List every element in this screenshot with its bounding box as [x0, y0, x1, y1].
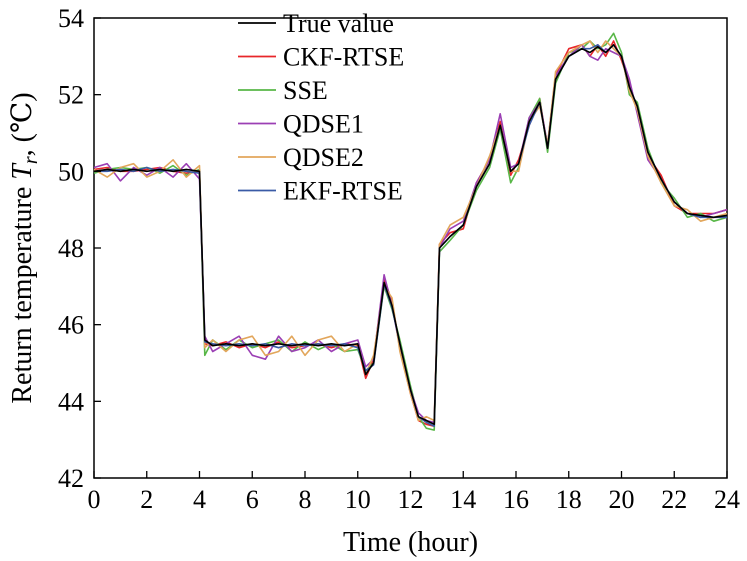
x-tick-label: 6 [246, 485, 259, 514]
x-tick-label: 18 [556, 485, 582, 514]
x-tick-label: 22 [661, 485, 687, 514]
x-tick-label: 0 [88, 485, 101, 514]
legend-label: QDSE1 [283, 110, 364, 139]
series-line-ekf-rtse [94, 43, 727, 428]
plot-frame [93, 17, 728, 479]
legend: True value CKF-RTSE SSE QDSE1 QDSE2 EKF-RTSE [238, 9, 404, 206]
y-tick-label: 46 [58, 311, 84, 340]
legend-label: True value [283, 9, 394, 38]
series-layer [93, 32, 728, 431]
y-axis-title-subscript: r [20, 156, 42, 164]
series-line-true-value [93, 43, 728, 426]
x-tick-label: 16 [503, 485, 529, 514]
y-axis-title: Return temperature Tr, (℃) [7, 92, 42, 403]
y-tick-label: 50 [58, 157, 84, 186]
series-line-qdse2 [93, 40, 728, 422]
y-axis-title-prefix: Return temperature [7, 180, 38, 404]
x-tick-label: 14 [450, 485, 476, 514]
plot-area [93, 17, 728, 479]
y-axis: 42 44 46 48 50 52 54 [58, 4, 101, 493]
x-tick-label: 10 [345, 485, 371, 514]
series-line-qdse1 [93, 43, 728, 424]
y-tick-label: 42 [58, 464, 84, 493]
y-tick-label: 48 [58, 234, 84, 263]
legend-label: QDSE2 [283, 143, 364, 172]
legend-label: SSE [283, 76, 328, 105]
x-axis-title: Time (hour) [343, 527, 478, 558]
x-tick-label: 24 [714, 485, 740, 514]
y-tick-label: 52 [58, 81, 84, 110]
y-tick-label: 54 [58, 4, 84, 33]
x-axis: 0 2 4 6 8 10 12 14 16 18 20 22 24 [88, 471, 740, 514]
legend-label: CKF-RTSE [283, 43, 404, 72]
y-axis-title-suffix: , (℃) [7, 92, 38, 156]
x-tick-label: 2 [140, 485, 153, 514]
x-tick-label: 4 [193, 485, 206, 514]
x-tick-label: 12 [398, 485, 424, 514]
legend-label: EKF-RTSE [283, 177, 403, 206]
y-axis-title-symbol: T [7, 162, 38, 180]
y-tick-label: 44 [58, 387, 84, 416]
x-tick-label: 8 [299, 485, 312, 514]
x-tick-label: 20 [609, 485, 635, 514]
